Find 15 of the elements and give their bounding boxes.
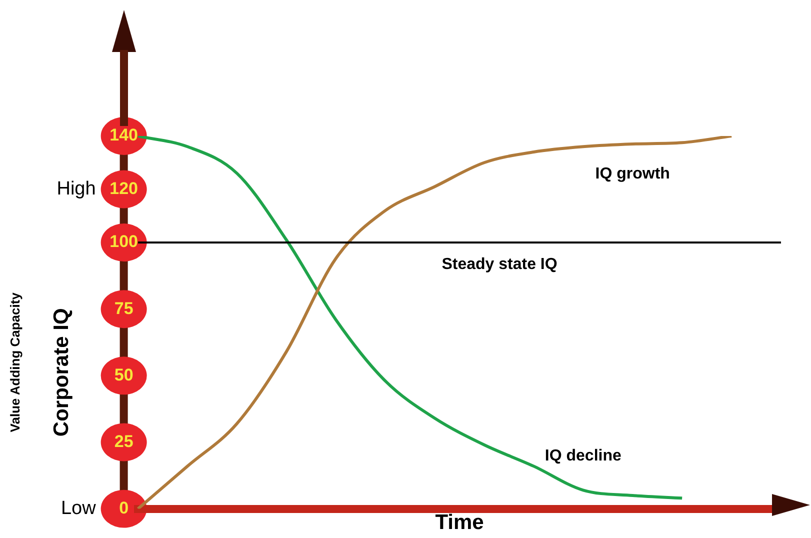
ref-line-label: Steady state IQ [442,256,558,273]
text: Value Adding Capacity [8,292,23,432]
y-tick-label: 75 [114,298,134,318]
text: Low [60,498,96,520]
text: High [56,178,96,200]
y-axis-title: Corporate IQ [50,308,73,437]
y-tick-label: 120 [110,178,138,198]
x-axis-title: Time [435,511,484,534]
y-tick-label: 25 [114,432,134,451]
series-label: IQ growth [595,165,670,182]
y-tick-label: 50 [114,365,134,384]
series-label: IQ decline [544,448,622,465]
y-tick-label: 140 [110,126,138,145]
y-tick-label: 100 [110,232,138,252]
y-tick-label: 0 [119,498,129,518]
